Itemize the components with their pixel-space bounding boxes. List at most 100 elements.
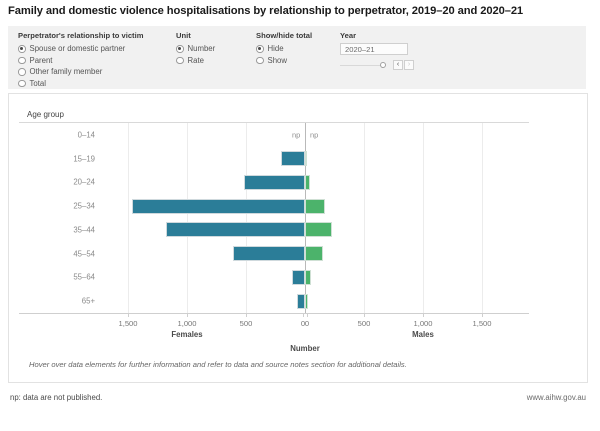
- x-axis-tick: [246, 313, 247, 317]
- radio-label: Number: [187, 44, 216, 54]
- radio-option-number[interactable]: Number: [176, 43, 215, 55]
- radio-option-spouse-or-domestic-partner[interactable]: Spouse or domestic partner: [18, 43, 143, 55]
- np-label-males: np: [310, 130, 319, 140]
- x-axis-tick: [482, 313, 483, 317]
- axis-header-age-group: Age group: [27, 110, 64, 119]
- bar-females[interactable]: [292, 269, 305, 285]
- gridline: [423, 123, 424, 313]
- radio-label: Rate: [187, 55, 204, 65]
- axis-title-number: Number: [290, 344, 320, 353]
- axis-title-females: Females: [171, 330, 203, 339]
- radio-icon[interactable]: [18, 79, 26, 87]
- radio-option-total[interactable]: Total: [18, 78, 143, 90]
- x-axis-tick-label: 500: [239, 319, 253, 328]
- y-axis-tick-label: 20–24: [73, 177, 95, 187]
- x-axis-tick: [307, 313, 308, 317]
- radio-option-other-family-member[interactable]: Other family member: [18, 66, 143, 78]
- radio-label: Hide: [267, 44, 284, 54]
- x-axis-tick-label: 1,500: [472, 319, 492, 328]
- radio-icon[interactable]: [256, 56, 264, 64]
- radio-label: Other family member: [29, 67, 103, 77]
- year-slider[interactable]: [340, 61, 392, 70]
- radio-option-show[interactable]: Show: [256, 55, 312, 67]
- header-divider: [19, 122, 529, 123]
- filter-label-relationship: Perpetrator's relationship to victim: [18, 31, 144, 40]
- radio-option-parent[interactable]: Parent: [18, 55, 143, 67]
- filter-group-unit: Unit Number Rate: [176, 31, 215, 66]
- gridline: [364, 123, 365, 313]
- x-axis-tick: [364, 313, 365, 317]
- filter-label-unit: Unit: [176, 31, 191, 40]
- x-axis-tick-label: 1,500: [118, 319, 138, 328]
- filter-group-year: Year 2020–21 ‹ ›: [340, 31, 414, 70]
- gridline: [246, 123, 247, 313]
- filter-group-show-hide-total: Show/hide total Hide Show: [256, 31, 312, 66]
- y-axis-tick-label: 0–14: [77, 130, 95, 140]
- radio-label: Spouse or domestic partner: [29, 44, 126, 54]
- radio-icon[interactable]: [18, 68, 26, 76]
- axis-title-males: Males: [412, 330, 434, 339]
- bar-males[interactable]: [305, 222, 332, 238]
- x-axis-tick: [303, 313, 304, 317]
- bar-males[interactable]: [305, 174, 310, 190]
- chevron-right-icon[interactable]: ›: [404, 60, 414, 70]
- y-axis-tick-label: 35–44: [73, 225, 95, 235]
- y-axis-tick-label: 55–64: [73, 272, 95, 282]
- bar-females[interactable]: [296, 293, 305, 309]
- radio-label: Parent: [29, 55, 53, 65]
- slider-track: [340, 64, 384, 67]
- bar-males[interactable]: [305, 269, 311, 285]
- slider-handle[interactable]: [380, 61, 386, 68]
- radio-icon[interactable]: [176, 56, 184, 64]
- chart-card: Age group np np 1,500 1,000 500 0 0 500 1,000 1,…: [8, 93, 588, 383]
- gridline: [128, 123, 129, 313]
- bar-females[interactable]: [281, 151, 305, 167]
- filter-label-year: Year: [340, 31, 357, 40]
- y-axis-tick-label: 45–54: [73, 249, 95, 259]
- hover-hint: Hover over data elements for further inf…: [29, 360, 407, 369]
- bar-females[interactable]: [233, 246, 305, 262]
- filter-group-relationship: Perpetrator's relationship to victim Spo…: [18, 31, 143, 89]
- source-url[interactable]: www.aihw.gov.au: [526, 393, 586, 402]
- bar-males[interactable]: [305, 151, 308, 167]
- zero-line: [305, 123, 306, 313]
- x-axis-tick-label: 1,000: [177, 319, 197, 328]
- x-axis-tick: [187, 313, 188, 317]
- x-axis-tick-label: 0: [300, 319, 306, 328]
- radio-label: Total: [29, 78, 46, 88]
- bar-females[interactable]: [165, 222, 305, 238]
- year-value-field[interactable]: 2020–21: [340, 43, 408, 55]
- radio-icon[interactable]: [18, 56, 26, 64]
- footnote-np: np: data are not published.: [10, 393, 103, 402]
- year-stepper: ‹ ›: [340, 60, 414, 70]
- x-axis-tick-label: 1,000: [413, 319, 433, 328]
- gridline: [482, 123, 483, 313]
- y-axis-tick-label: 15–19: [73, 154, 95, 164]
- x-axis-tick: [423, 313, 424, 317]
- x-axis-tick: [128, 313, 129, 317]
- page-title: Family and domestic violence hospitalisa…: [8, 5, 524, 17]
- filter-panel: Perpetrator's relationship to victim Spo…: [8, 26, 586, 89]
- radio-icon-selected[interactable]: [18, 45, 26, 53]
- bar-males[interactable]: [305, 246, 323, 262]
- radio-option-hide[interactable]: Hide: [256, 43, 312, 55]
- x-axis-tick-label: 0: [304, 319, 310, 328]
- bar-females[interactable]: [132, 198, 305, 214]
- radio-label: Show: [267, 55, 288, 65]
- chevron-left-icon[interactable]: ‹: [393, 60, 403, 70]
- x-axis-tick-label: 500: [357, 319, 371, 328]
- np-label-females: np: [292, 130, 301, 140]
- bar-males[interactable]: [305, 198, 326, 214]
- x-axis-line: [19, 313, 529, 314]
- filter-label-show-hide-total: Show/hide total: [256, 31, 313, 40]
- gridline: [187, 123, 188, 313]
- y-axis-tick-label: 65+: [81, 296, 95, 306]
- bar-females[interactable]: [243, 174, 305, 190]
- radio-option-rate[interactable]: Rate: [176, 55, 215, 67]
- radio-icon-selected[interactable]: [256, 45, 264, 53]
- y-axis-tick-label: 25–34: [73, 201, 95, 211]
- radio-icon-selected[interactable]: [176, 45, 184, 53]
- plot-area: np np: [109, 123, 521, 313]
- bar-males[interactable]: [305, 293, 309, 309]
